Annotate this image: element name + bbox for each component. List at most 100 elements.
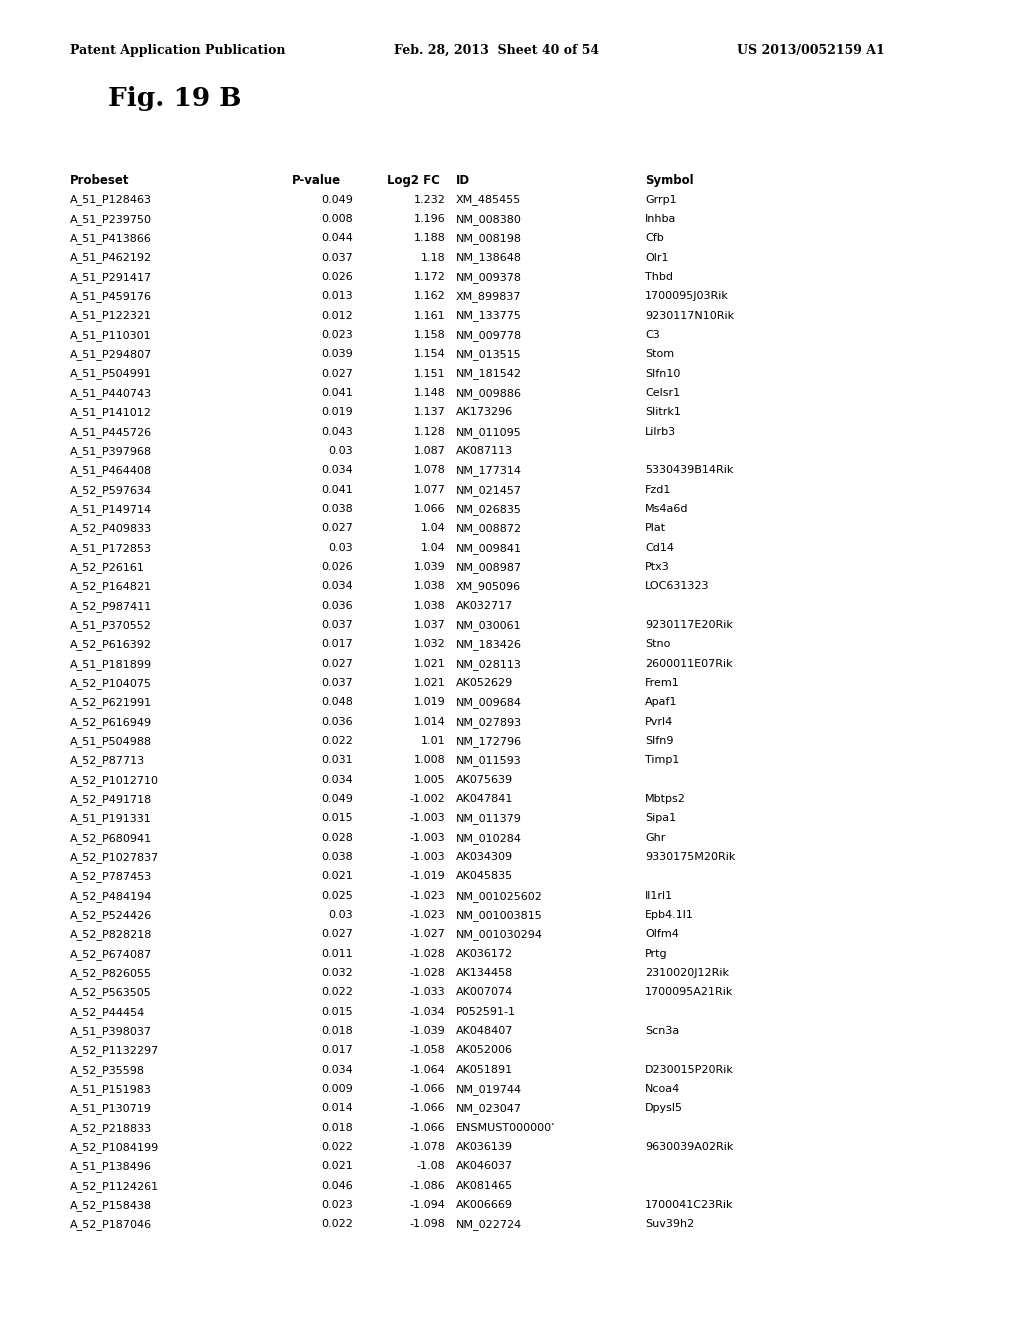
Text: 1.162: 1.162 [414, 292, 445, 301]
Text: A_51_P462192: A_51_P462192 [70, 252, 152, 264]
Text: 0.036: 0.036 [322, 601, 353, 611]
Text: NM_172796: NM_172796 [456, 737, 522, 747]
Text: 0.049: 0.049 [322, 194, 353, 205]
Text: A_51_P413866: A_51_P413866 [70, 234, 152, 244]
Text: NM_009841: NM_009841 [456, 543, 521, 553]
Text: NM_022724: NM_022724 [456, 1220, 522, 1230]
Text: A_52_P563505: A_52_P563505 [70, 987, 152, 998]
Text: AK051891: AK051891 [456, 1065, 513, 1074]
Text: NM_008987: NM_008987 [456, 562, 522, 573]
Text: 1.04: 1.04 [421, 543, 445, 553]
Text: 0.028: 0.028 [322, 833, 353, 842]
Text: AK075639: AK075639 [456, 775, 513, 784]
Text: Log2 FC: Log2 FC [387, 174, 440, 187]
Text: A_51_P459176: A_51_P459176 [70, 292, 152, 302]
Text: A_51_P440743: A_51_P440743 [70, 388, 152, 399]
Text: A_51_P464408: A_51_P464408 [70, 465, 152, 477]
Text: 0.011: 0.011 [322, 949, 353, 958]
Text: -1.08: -1.08 [417, 1162, 445, 1171]
Text: -1.028: -1.028 [410, 968, 445, 978]
Text: A_52_P484194: A_52_P484194 [70, 891, 152, 902]
Text: A_52_P621991: A_52_P621991 [70, 697, 152, 709]
Text: A_52_P218833: A_52_P218833 [70, 1123, 152, 1134]
Text: Cfb: Cfb [645, 234, 664, 243]
Text: A_52_P104075: A_52_P104075 [70, 678, 152, 689]
Text: 0.025: 0.025 [322, 891, 353, 900]
Text: A_51_P291417: A_51_P291417 [70, 272, 152, 282]
Text: NM_028113: NM_028113 [456, 659, 521, 669]
Text: 0.031: 0.031 [322, 755, 353, 766]
Text: Frem1: Frem1 [645, 678, 680, 688]
Text: AK032717: AK032717 [456, 601, 513, 611]
Text: 0.027: 0.027 [322, 659, 353, 669]
Text: NM_133775: NM_133775 [456, 310, 521, 322]
Text: A_52_P680941: A_52_P680941 [70, 833, 152, 843]
Text: 0.036: 0.036 [322, 717, 353, 727]
Text: 1.008: 1.008 [414, 755, 445, 766]
Text: A_52_P187046: A_52_P187046 [70, 1220, 152, 1230]
Text: A_51_P294807: A_51_P294807 [70, 350, 152, 360]
Text: Slitrk1: Slitrk1 [645, 408, 681, 417]
Text: -1.003: -1.003 [410, 833, 445, 842]
Text: NM_021457: NM_021457 [456, 484, 521, 495]
Text: AK134458: AK134458 [456, 968, 513, 978]
Text: 1.18: 1.18 [421, 252, 445, 263]
Text: 0.044: 0.044 [322, 234, 353, 243]
Text: 0.048: 0.048 [322, 697, 353, 708]
Text: XM_485455: XM_485455 [456, 194, 521, 206]
Text: A_52_P524426: A_52_P524426 [70, 909, 152, 921]
Text: 1.232: 1.232 [414, 194, 445, 205]
Text: Dpysl5: Dpysl5 [645, 1104, 683, 1114]
Text: A_52_P787453: A_52_P787453 [70, 871, 152, 882]
Text: Scn3a: Scn3a [645, 1026, 679, 1036]
Text: A_52_P491718: A_52_P491718 [70, 795, 152, 805]
Text: NM_009684: NM_009684 [456, 697, 521, 709]
Text: Fig. 19 B: Fig. 19 B [108, 86, 241, 111]
Text: NM_010284: NM_010284 [456, 833, 521, 843]
Text: 0.021: 0.021 [322, 1162, 353, 1171]
Text: 0.027: 0.027 [322, 523, 353, 533]
Text: NM_183426: NM_183426 [456, 639, 521, 651]
Text: Timp1: Timp1 [645, 755, 680, 766]
Text: D230015P20Rik: D230015P20Rik [645, 1065, 734, 1074]
Text: 9230117N10Rik: 9230117N10Rik [645, 310, 734, 321]
Text: 9330175M20Rik: 9330175M20Rik [645, 851, 735, 862]
Text: A_51_P191331: A_51_P191331 [70, 813, 152, 824]
Text: Olr1: Olr1 [645, 252, 669, 263]
Text: A_52_P674087: A_52_P674087 [70, 949, 152, 960]
Text: 1.188: 1.188 [414, 234, 445, 243]
Text: NM_011593: NM_011593 [456, 755, 521, 766]
Text: AK087113: AK087113 [456, 446, 513, 455]
Text: 0.026: 0.026 [322, 562, 353, 572]
Text: NM_181542: NM_181542 [456, 368, 521, 379]
Text: A_52_P1084199: A_52_P1084199 [70, 1142, 159, 1152]
Text: 0.015: 0.015 [322, 813, 353, 824]
Text: AK036139: AK036139 [456, 1142, 513, 1152]
Text: -1.027: -1.027 [410, 929, 445, 940]
Text: Ms4a6d: Ms4a6d [645, 504, 688, 513]
Text: Feb. 28, 2013  Sheet 40 of 54: Feb. 28, 2013 Sheet 40 of 54 [394, 44, 599, 57]
Text: A_51_P445726: A_51_P445726 [70, 426, 152, 437]
Text: A_52_P26161: A_52_P26161 [70, 562, 144, 573]
Text: P-value: P-value [292, 174, 341, 187]
Text: 0.038: 0.038 [322, 851, 353, 862]
Text: 9230117E20Rik: 9230117E20Rik [645, 620, 733, 630]
Text: ID: ID [456, 174, 470, 187]
Text: AK048407: AK048407 [456, 1026, 513, 1036]
Text: -1.019: -1.019 [410, 871, 445, 882]
Text: 0.03: 0.03 [329, 543, 353, 553]
Text: -1.002: -1.002 [410, 795, 445, 804]
Text: 1.021: 1.021 [414, 659, 445, 669]
Text: Grrp1: Grrp1 [645, 194, 677, 205]
Text: 0.03: 0.03 [329, 909, 353, 920]
Text: 0.021: 0.021 [322, 871, 353, 882]
Text: 0.027: 0.027 [322, 368, 353, 379]
Text: 0.034: 0.034 [322, 581, 353, 591]
Text: 1700095J03Rik: 1700095J03Rik [645, 292, 729, 301]
Text: A_51_P172853: A_51_P172853 [70, 543, 152, 553]
Text: LOC631323: LOC631323 [645, 581, 710, 591]
Text: 1.154: 1.154 [414, 350, 445, 359]
Text: A_52_P1132297: A_52_P1132297 [70, 1045, 159, 1056]
Text: A_52_P1124261: A_52_P1124261 [70, 1181, 159, 1192]
Text: A_51_P130719: A_51_P130719 [70, 1104, 152, 1114]
